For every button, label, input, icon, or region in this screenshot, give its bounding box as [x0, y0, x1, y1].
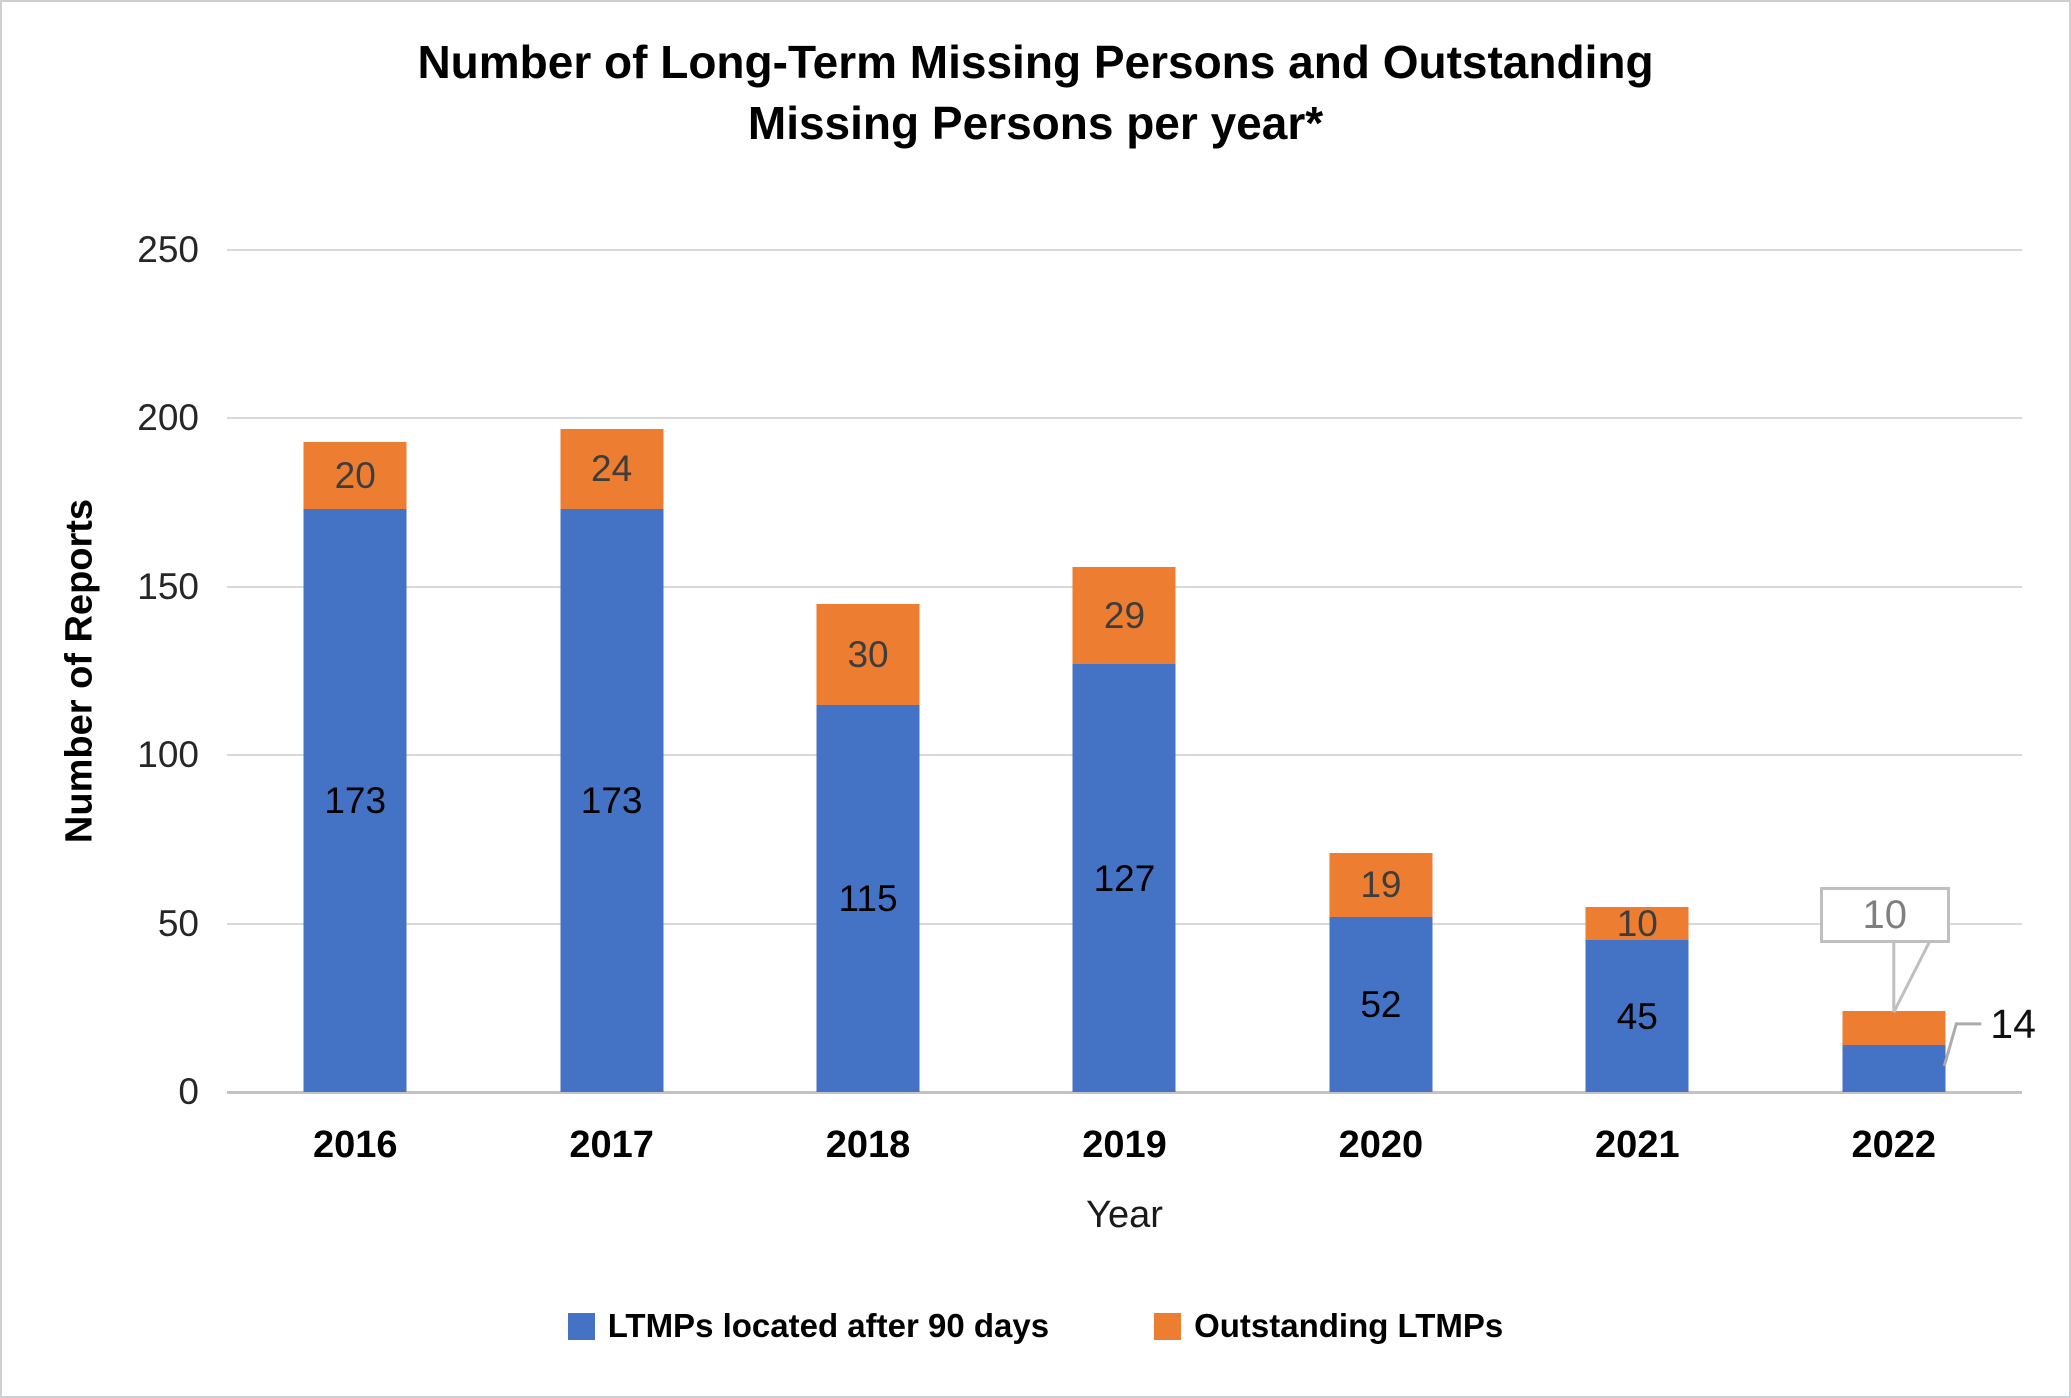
callout-label: 10: [1819, 887, 1950, 944]
category-slot-2022: [1766, 250, 2022, 1092]
gridline-200: [227, 417, 2022, 420]
y-axis-title: Number of Reports: [58, 498, 101, 844]
chart-title-line-1: Number of Long-Term Missing Persons and …: [417, 36, 1654, 88]
segment-label: 115: [838, 877, 898, 919]
bars-container: 20 173 24 173 30 115 29 127 19 52 10 45: [227, 250, 2022, 1092]
legend-item-located: LTMPs located after 90 days: [567, 1307, 1050, 1345]
legend-swatch-blue: [567, 1312, 595, 1340]
segment-label: 10: [1616, 903, 1658, 945]
gridline-0: [227, 1091, 2022, 1094]
legend-label-outstanding: Outstanding LTMPs: [1194, 1307, 1504, 1344]
bar-2019: 29 127: [1072, 566, 1176, 1092]
legend-swatch-orange: [1154, 1312, 1182, 1340]
legend: LTMPs located after 90 days Outstanding …: [2, 1307, 2069, 1345]
bar-2016: 20 173: [303, 441, 407, 1092]
legend-label-located: LTMPs located after 90 days: [607, 1307, 1050, 1344]
segment-label: 173: [324, 780, 387, 822]
y-tick-250: 250: [137, 229, 199, 270]
bar-segment-2019-outstanding: 29: [1072, 566, 1176, 665]
x-tick-2020: 2020: [1338, 1124, 1424, 1166]
bar-segment-2016-outstanding: 20: [303, 441, 407, 510]
bar-segment-2019-located: 127: [1072, 664, 1176, 1092]
segment-label: 45: [1616, 995, 1658, 1037]
x-tick-2022: 2022: [1851, 1124, 1937, 1166]
bar-2017: 24 173: [560, 428, 664, 1092]
bar-segment-2017-outstanding: 24: [560, 428, 664, 510]
plot-area: 0 50 100 150 200 250 20 173 24 173 30 115 29 127 19 52…: [137, 230, 2036, 1112]
legend-item-outstanding: Outstanding LTMPs: [1154, 1307, 1503, 1345]
x-tick-2017: 2017: [569, 1124, 654, 1166]
chart-title: Number of Long-Term Missing Persons and …: [2, 32, 2069, 153]
segment-label: 30: [847, 633, 889, 675]
segment-label: 127: [1093, 857, 1156, 899]
bar-segment-2020-outstanding: 19: [1329, 852, 1433, 917]
y-tick-0: 0: [178, 1071, 199, 1112]
bar-2018: 30 115: [816, 603, 920, 1092]
bar-segment-2021-located: 45: [1585, 940, 1689, 1092]
y-tick-100: 100: [137, 734, 199, 776]
x-tick-2021: 2021: [1595, 1124, 1680, 1166]
bar-segment-2022-located: [1842, 1044, 1946, 1092]
y-tick-200: 200: [137, 397, 199, 439]
category-slot-2016: 20 173: [227, 250, 483, 1092]
segment-label: 19: [1360, 864, 1402, 906]
bar-2020: 19 52: [1329, 852, 1433, 1092]
bar-segment-2020-located: 52: [1329, 916, 1433, 1092]
segment-label: 29: [1103, 594, 1146, 636]
bar-segment-2016-located: 173: [303, 509, 407, 1092]
bar-2021: 10 45: [1585, 903, 1689, 1092]
category-slot-2019: 29 127: [996, 250, 1252, 1092]
chart-title-line-2: Missing Persons per year*: [747, 96, 1324, 149]
category-slot-2021: 10 45: [1509, 250, 1765, 1092]
y-tick-150: 150: [137, 565, 199, 607]
x-tick-labels: 2016 2017 2018 2019 2020 2021 2022: [227, 1124, 2022, 1167]
bar-2022: [1842, 1011, 1946, 1092]
bar-segment-2021-outstanding: 10: [1585, 903, 1689, 945]
segment-label: 173: [580, 780, 643, 822]
x-tick-2019: 2019: [1082, 1124, 1167, 1166]
segment-label: 20: [334, 455, 376, 497]
x-tick-2018: 2018: [825, 1124, 911, 1166]
gridline-250: [227, 249, 2022, 251]
category-slot-2020: 19 52: [1253, 250, 1509, 1092]
bar-segment-2022-outstanding: [1842, 1011, 1946, 1045]
leader-label: 14: [1990, 1000, 2036, 1047]
bar-segment-2017-located: 173: [560, 509, 664, 1092]
y-tick-50: 50: [157, 902, 199, 944]
x-tick-2016: 2016: [312, 1124, 398, 1166]
category-slot-2017: 24 173: [483, 250, 739, 1092]
bar-segment-2018-located: 115: [816, 704, 920, 1092]
bar-segment-2018-outstanding: 30: [816, 603, 920, 705]
segment-label: 24: [591, 448, 633, 490]
category-slot-2018: 30 115: [740, 250, 996, 1092]
x-axis-title: Year: [1086, 1194, 1163, 1236]
segment-label: 52: [1360, 983, 1402, 1025]
